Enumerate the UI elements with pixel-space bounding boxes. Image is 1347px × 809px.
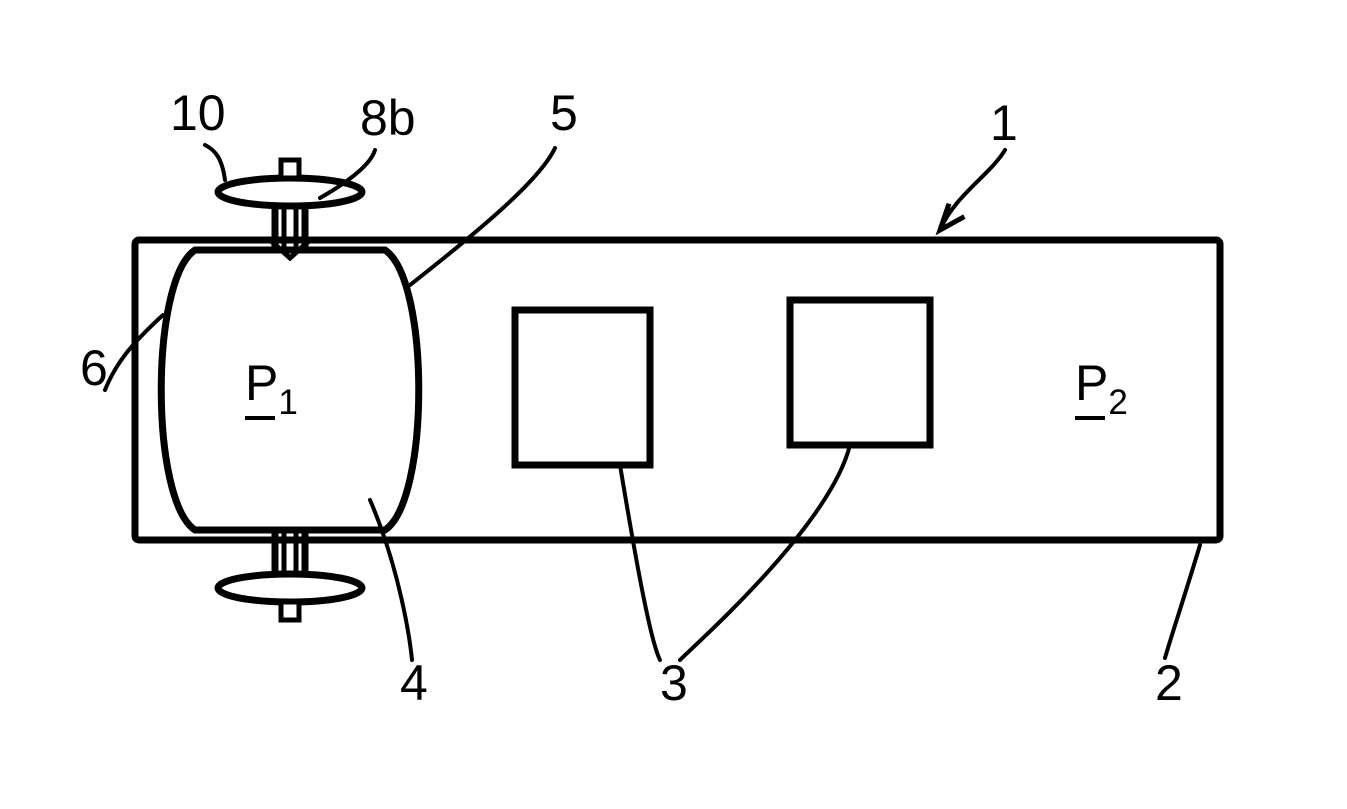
label-1: 1 [990,95,1018,151]
label-10: 10 [170,85,226,141]
label-5: 5 [550,85,578,141]
technical-diagram: 108b516P1P2432 [0,0,1347,809]
label-P2: P2 [1075,355,1128,422]
leader-ref_5 [410,148,555,285]
window-opening [790,300,930,445]
label-3: 3 [660,655,688,711]
leader-ref_10 [205,145,225,180]
leader-ref_3a [620,465,660,660]
label-6: 6 [80,340,108,396]
leader-ref_2 [1165,545,1200,658]
cap-disc-bottom [218,574,362,620]
label-2: 2 [1155,655,1183,711]
leader-ref_1 [940,150,1005,230]
label-8b: 8b [360,90,416,146]
label-4: 4 [400,655,428,711]
window-opening [515,310,650,465]
leader-ref_3b [680,445,850,660]
